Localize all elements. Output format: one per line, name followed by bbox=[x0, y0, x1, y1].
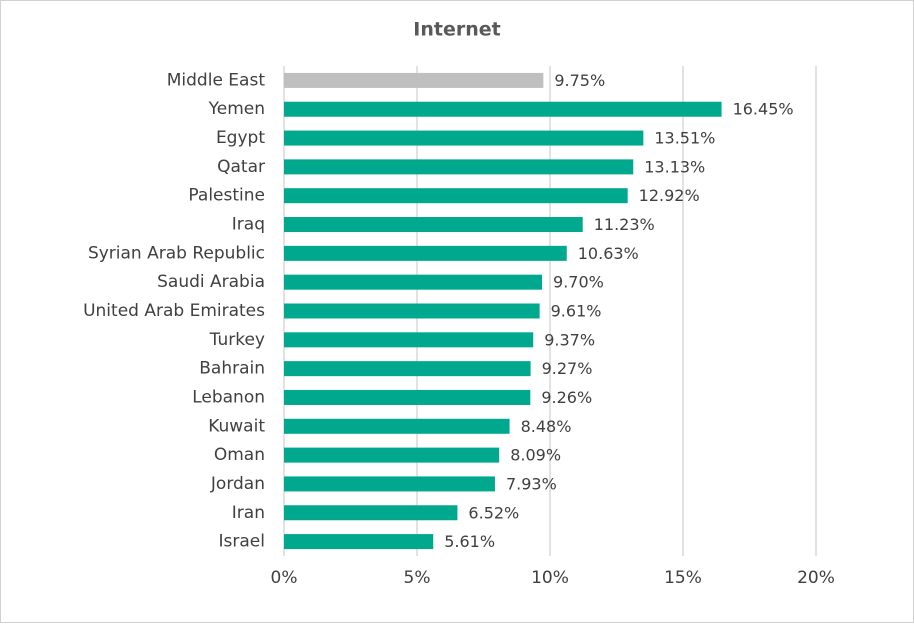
bar bbox=[284, 505, 458, 521]
value-label: 11.23% bbox=[594, 215, 655, 234]
value-label: 13.13% bbox=[644, 157, 705, 176]
bar bbox=[284, 217, 583, 233]
bar bbox=[284, 274, 543, 290]
bar bbox=[284, 303, 540, 319]
value-label: 10.63% bbox=[578, 244, 639, 263]
chart-title: Internet bbox=[413, 19, 500, 41]
value-label: 9.27% bbox=[542, 359, 593, 378]
bar bbox=[284, 101, 722, 117]
bar bbox=[284, 188, 628, 204]
y-tick-label: Kuwait bbox=[208, 416, 265, 436]
bar bbox=[284, 130, 644, 146]
x-tick-label: 0% bbox=[271, 568, 298, 588]
bar bbox=[284, 72, 544, 88]
bar bbox=[284, 476, 495, 492]
x-tick-label: 10% bbox=[531, 568, 569, 588]
y-tick-label: Bahrain bbox=[199, 359, 265, 379]
y-tick-label: Iran bbox=[232, 503, 265, 523]
value-label: 8.09% bbox=[510, 446, 561, 465]
y-tick-label: Iraq bbox=[232, 215, 265, 235]
bar bbox=[284, 332, 534, 348]
value-label: 5.61% bbox=[444, 532, 495, 551]
y-tick-label: Israel bbox=[219, 532, 265, 552]
x-tick-label: 5% bbox=[404, 568, 431, 588]
value-label: 12.92% bbox=[639, 186, 700, 205]
y-tick-label: Syrian Arab Republic bbox=[88, 243, 265, 263]
y-tick-label: Palestine bbox=[188, 186, 265, 206]
value-label: 9.75% bbox=[554, 71, 605, 90]
bar bbox=[284, 389, 531, 405]
y-tick-label: Qatar bbox=[217, 157, 265, 177]
value-label: 9.37% bbox=[544, 330, 595, 349]
value-label: 9.26% bbox=[541, 388, 592, 407]
x-tick-label: 15% bbox=[664, 568, 702, 588]
value-label: 8.48% bbox=[521, 417, 572, 436]
value-label: 9.70% bbox=[553, 273, 604, 292]
bar bbox=[284, 245, 567, 261]
bar bbox=[284, 159, 634, 175]
bar bbox=[284, 418, 510, 434]
y-tick-label: Turkey bbox=[209, 330, 265, 350]
y-tick-label: Lebanon bbox=[192, 387, 265, 407]
y-tick-label: Saudi Arabia bbox=[157, 272, 265, 292]
value-label: 6.52% bbox=[468, 503, 519, 522]
y-tick-label: Jordan bbox=[210, 474, 265, 494]
y-tick-label: Egypt bbox=[216, 128, 265, 148]
y-tick-label: Oman bbox=[214, 445, 265, 465]
y-tick-label: United Arab Emirates bbox=[83, 301, 265, 321]
value-label: 13.51% bbox=[654, 129, 715, 148]
y-tick-label: Middle East bbox=[167, 70, 266, 90]
value-label: 7.93% bbox=[506, 474, 557, 493]
bar bbox=[284, 361, 531, 377]
y-tick-label: Yemen bbox=[208, 99, 265, 119]
bar bbox=[284, 534, 434, 550]
x-tick-label: 20% bbox=[797, 568, 835, 588]
value-label: 9.61% bbox=[551, 302, 602, 321]
value-label: 16.45% bbox=[733, 100, 794, 119]
bar bbox=[284, 447, 500, 463]
